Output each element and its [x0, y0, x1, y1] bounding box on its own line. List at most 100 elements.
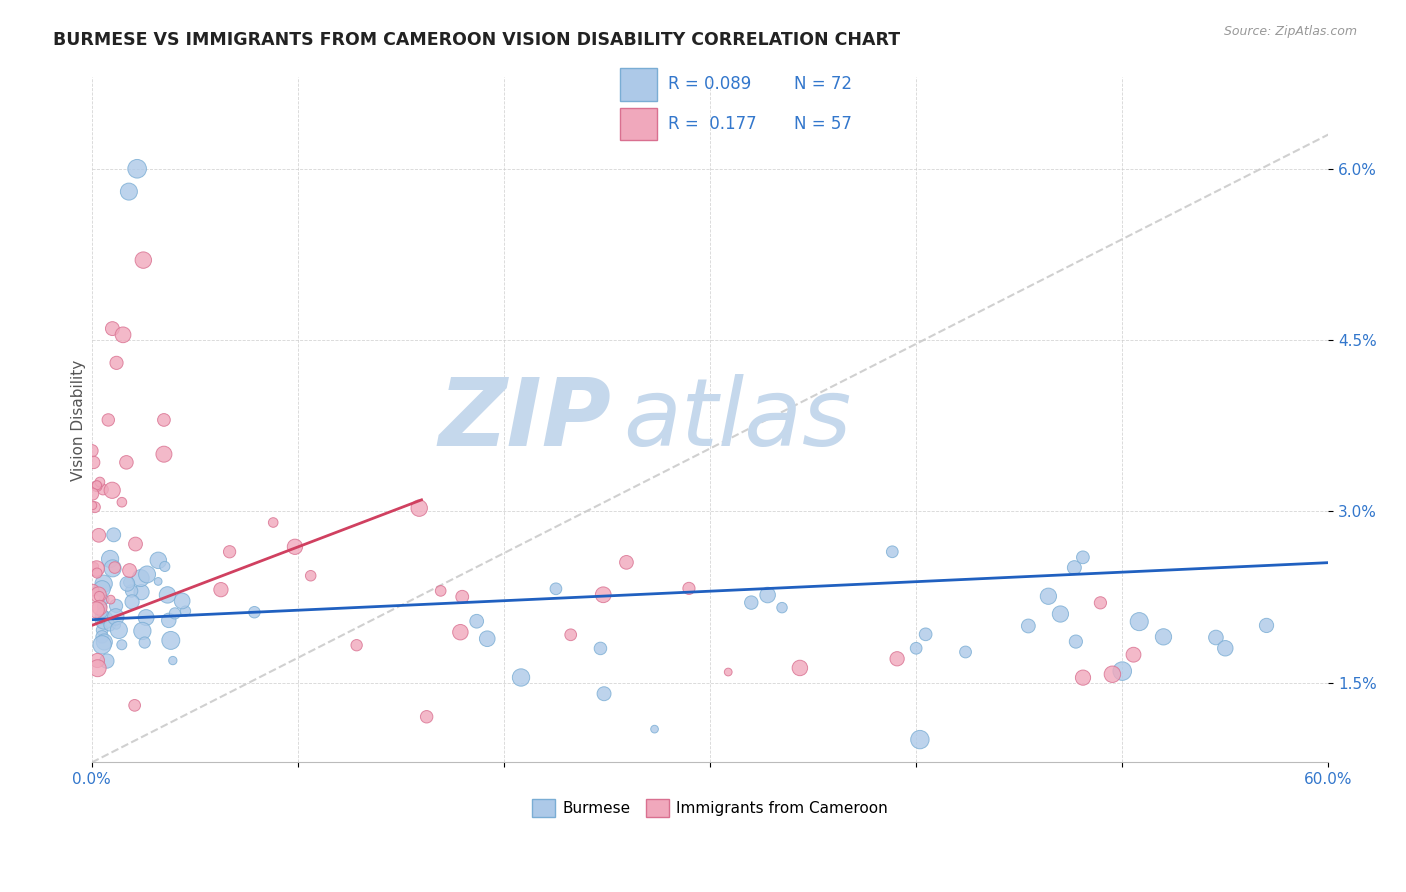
- Point: [163, 607, 186, 621]
- Point: [89, 590, 111, 604]
- Point: [415, 710, 437, 724]
- Point: [118, 575, 141, 590]
- Text: R = 0.089: R = 0.089: [668, 76, 751, 94]
- Point: [1038, 589, 1060, 603]
- Point: [560, 628, 582, 642]
- Point: [429, 583, 451, 598]
- Point: [112, 327, 135, 342]
- Point: [544, 582, 567, 596]
- Point: [115, 455, 138, 469]
- Point: [86, 479, 108, 493]
- Text: Source: ZipAtlas.com: Source: ZipAtlas.com: [1223, 25, 1357, 38]
- Point: [510, 671, 533, 685]
- Point: [91, 598, 114, 612]
- Point: [121, 595, 143, 609]
- Point: [153, 447, 176, 461]
- Point: [1049, 607, 1071, 621]
- Point: [882, 545, 904, 559]
- Point: [91, 609, 114, 624]
- Point: [477, 632, 499, 646]
- Point: [101, 321, 124, 335]
- Point: [153, 413, 176, 427]
- Point: [284, 540, 307, 554]
- Point: [1122, 648, 1144, 662]
- Point: [86, 566, 108, 580]
- Point: [465, 614, 488, 628]
- Point: [111, 495, 134, 509]
- Point: [148, 553, 170, 567]
- Point: [1071, 671, 1094, 685]
- Point: [299, 568, 322, 582]
- Point: [262, 516, 284, 530]
- Point: [91, 606, 114, 620]
- Point: [174, 604, 197, 618]
- Point: [1101, 667, 1123, 681]
- Text: ZIP: ZIP: [439, 374, 612, 466]
- Point: [96, 654, 118, 668]
- Point: [101, 483, 124, 498]
- Point: [118, 564, 141, 578]
- Point: [98, 552, 121, 566]
- Point: [1111, 664, 1133, 678]
- Point: [131, 585, 153, 599]
- Point: [789, 661, 811, 675]
- Point: [105, 599, 128, 613]
- Y-axis label: Vision Disability: Vision Disability: [72, 359, 86, 481]
- Point: [955, 645, 977, 659]
- Point: [134, 635, 156, 649]
- Point: [97, 413, 120, 427]
- Point: [82, 499, 104, 513]
- Point: [592, 588, 614, 602]
- Point: [449, 625, 471, 640]
- Point: [105, 356, 128, 370]
- Point: [91, 599, 114, 614]
- Point: [678, 582, 700, 596]
- Point: [98, 618, 121, 632]
- Point: [589, 641, 612, 656]
- Point: [209, 582, 232, 597]
- Point: [111, 638, 134, 652]
- Point: [1063, 560, 1085, 574]
- Point: [91, 483, 114, 497]
- Point: [100, 592, 122, 607]
- Point: [136, 567, 159, 582]
- Point: [346, 638, 368, 652]
- Point: [131, 624, 153, 638]
- Point: [908, 732, 931, 747]
- Point: [87, 528, 110, 542]
- Point: [1064, 634, 1087, 648]
- Point: [93, 576, 115, 591]
- Point: [84, 603, 107, 617]
- Point: [91, 623, 114, 637]
- Point: [717, 665, 740, 679]
- Point: [89, 475, 111, 489]
- Point: [103, 528, 125, 542]
- Point: [593, 687, 616, 701]
- Point: [135, 610, 157, 624]
- Point: [1128, 615, 1150, 629]
- Point: [740, 596, 762, 610]
- Point: [121, 584, 143, 599]
- Legend: Burmese, Immigrants from Cameroon: Burmese, Immigrants from Cameroon: [526, 792, 894, 823]
- Point: [218, 545, 240, 559]
- Point: [91, 638, 114, 652]
- Point: [156, 588, 179, 602]
- Point: [118, 185, 141, 199]
- Point: [104, 610, 127, 624]
- Point: [104, 560, 127, 574]
- Point: [127, 161, 149, 176]
- Point: [83, 500, 105, 515]
- Point: [124, 537, 146, 551]
- Point: [146, 574, 169, 589]
- Point: [108, 623, 131, 637]
- Text: R =  0.177: R = 0.177: [668, 115, 756, 133]
- Point: [1205, 631, 1227, 645]
- Point: [451, 590, 474, 604]
- Text: atlas: atlas: [623, 375, 852, 466]
- Point: [616, 555, 638, 569]
- Point: [756, 588, 779, 602]
- Point: [153, 559, 176, 574]
- Point: [159, 633, 181, 648]
- Text: N = 57: N = 57: [794, 115, 852, 133]
- Point: [101, 561, 124, 575]
